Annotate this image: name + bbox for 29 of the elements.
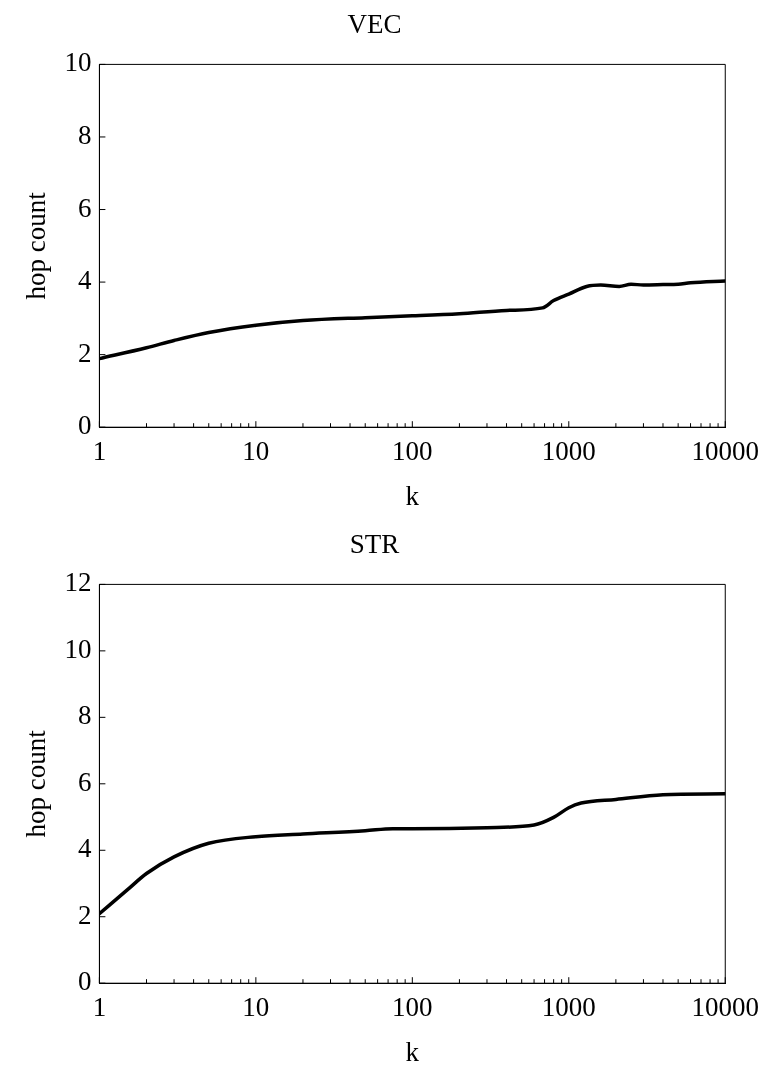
y-tick-label: 8 [77,700,92,731]
x-axis-title: k [405,480,420,511]
y-tick-label: 10 [64,633,92,664]
x-tick-label: 10000 [691,436,759,467]
y-tick-label: 6 [77,766,92,797]
x-tick-label: 10000 [691,992,759,1023]
x-tick-label: 100 [392,436,433,467]
x-tick-label: 10 [242,436,270,467]
y-tick-label: 2 [77,899,92,930]
y-tick-label: 0 [77,410,92,441]
y-tick-label: 8 [77,120,92,151]
y-tick-label: 0 [77,966,92,997]
x-tick-label: 1000 [541,436,596,467]
y-axis-title: hop count [21,191,52,300]
x-tick-label: 10 [242,992,270,1023]
chart-title: VEC [347,9,402,40]
y-tick-label: 4 [77,265,92,296]
y-tick-label: 4 [77,833,92,864]
y-axis-title: hop count [21,729,52,838]
chart-title: STR [349,529,400,560]
y-tick-label: 12 [64,567,92,598]
y-tick-label: 2 [77,337,92,368]
y-tick-label: 6 [77,192,92,223]
y-tick-label: 10 [64,47,92,78]
x-tick-label: 1 [92,436,107,467]
x-axis-title: k [405,1036,420,1067]
x-tick-label: 100 [392,992,433,1023]
x-tick-label: 1000 [541,992,596,1023]
x-tick-label: 1 [92,992,107,1023]
